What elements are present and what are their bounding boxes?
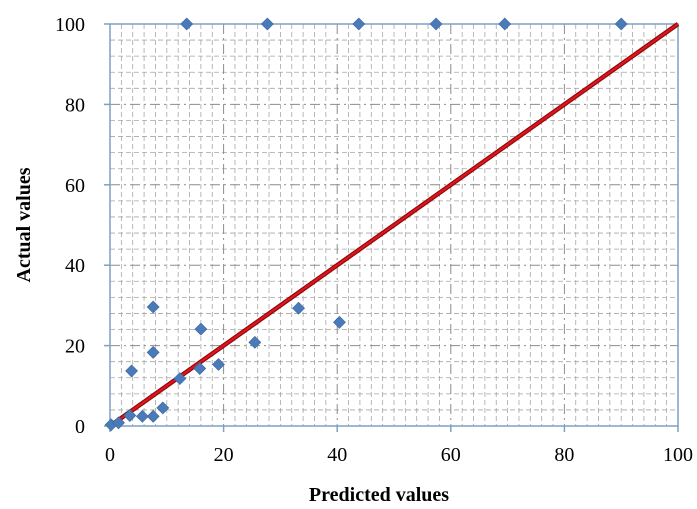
data-point bbox=[333, 315, 346, 329]
y-tick-label: 40 bbox=[65, 255, 85, 277]
x-tick-label: 60 bbox=[441, 444, 461, 466]
data-point bbox=[194, 322, 208, 336]
data-point bbox=[123, 409, 137, 422]
y-tick-label: 100 bbox=[55, 14, 85, 36]
data-point bbox=[146, 300, 160, 314]
data-point bbox=[180, 17, 194, 31]
data-point bbox=[260, 17, 274, 31]
data-point bbox=[212, 358, 225, 371]
data-point bbox=[429, 17, 443, 31]
y-tick-label: 80 bbox=[65, 94, 85, 116]
data-point bbox=[498, 17, 512, 31]
x-axis-title: Predicted values bbox=[309, 484, 449, 506]
y-tick-label: 60 bbox=[65, 175, 85, 197]
data-point bbox=[146, 409, 160, 423]
data-point bbox=[292, 301, 306, 315]
data-point bbox=[352, 17, 366, 31]
data-point bbox=[146, 346, 160, 359]
data-point bbox=[125, 364, 139, 378]
data-point bbox=[156, 401, 170, 415]
y-tick-label: 20 bbox=[65, 336, 85, 358]
fit-line bbox=[109, 23, 679, 427]
data-point bbox=[193, 362, 207, 375]
plot-frame bbox=[109, 23, 679, 427]
data-point bbox=[248, 335, 262, 349]
x-tick-label: 40 bbox=[327, 444, 347, 466]
data-point bbox=[135, 409, 149, 423]
data-point bbox=[614, 17, 628, 31]
data-point bbox=[173, 372, 187, 385]
y-axis-title: Actual values bbox=[13, 167, 35, 282]
x-tick-label: 0 bbox=[105, 444, 115, 466]
x-tick-label: 100 bbox=[663, 444, 693, 466]
x-tick-label: 80 bbox=[554, 444, 574, 466]
x-tick-label: 20 bbox=[214, 444, 234, 466]
data-point bbox=[112, 416, 125, 430]
y-tick-label: 0 bbox=[75, 416, 85, 438]
